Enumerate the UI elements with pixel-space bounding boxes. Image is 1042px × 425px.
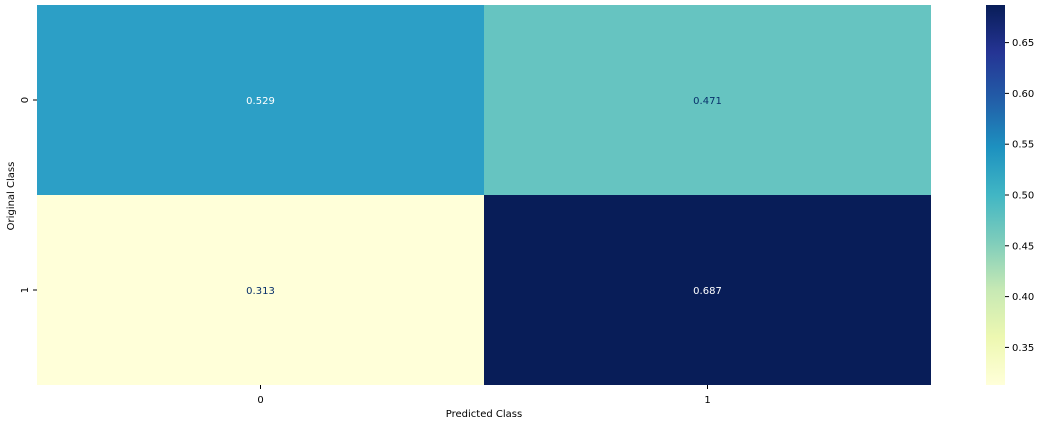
heatmap-cells <box>37 5 931 385</box>
heatmap-cell-0-0 <box>37 5 484 195</box>
x-tick-label-1: 1 <box>704 395 710 406</box>
x-axis-label: Predicted Class <box>446 409 522 420</box>
colorbar-ticks: 0.35 0.40 0.45 0.50 0.55 0.60 0.65 <box>1005 38 1034 354</box>
heatmap-cell-1-0 <box>37 195 484 385</box>
y-axis-ticks: 01 <box>20 97 37 293</box>
y-tick-label-1: 1 <box>20 287 31 293</box>
heatmap-cell-0-1 <box>484 5 931 195</box>
colorbar-tick-label-4: 0.55 <box>1012 140 1034 151</box>
y-tick-label-0: 0 <box>20 97 31 103</box>
colorbar-tick-label-5: 0.60 <box>1012 89 1034 100</box>
y-axis-label: Original Class <box>6 162 17 231</box>
colorbar-tick-label-2: 0.45 <box>1012 241 1034 252</box>
cell-annotation-1-1: 0.687 <box>693 286 722 297</box>
colorbar-tick-label-6: 0.65 <box>1012 38 1034 49</box>
colorbar-tick-label-3: 0.50 <box>1012 191 1034 202</box>
cell-annotation-0-0: 0.529 <box>246 96 275 107</box>
colorbar-tick-label-1: 0.40 <box>1012 292 1034 303</box>
colorbar-tick-label-0: 0.35 <box>1012 343 1034 354</box>
heatmap-cell-1-1 <box>484 195 931 385</box>
x-tick-label-0: 0 <box>257 395 263 406</box>
cell-annotations: 0.529 0.471 0.313 0.687 <box>246 96 722 297</box>
cell-annotation-0-1: 0.471 <box>693 96 722 107</box>
cell-annotation-1-0: 0.313 <box>246 286 275 297</box>
colorbar <box>986 5 1005 385</box>
